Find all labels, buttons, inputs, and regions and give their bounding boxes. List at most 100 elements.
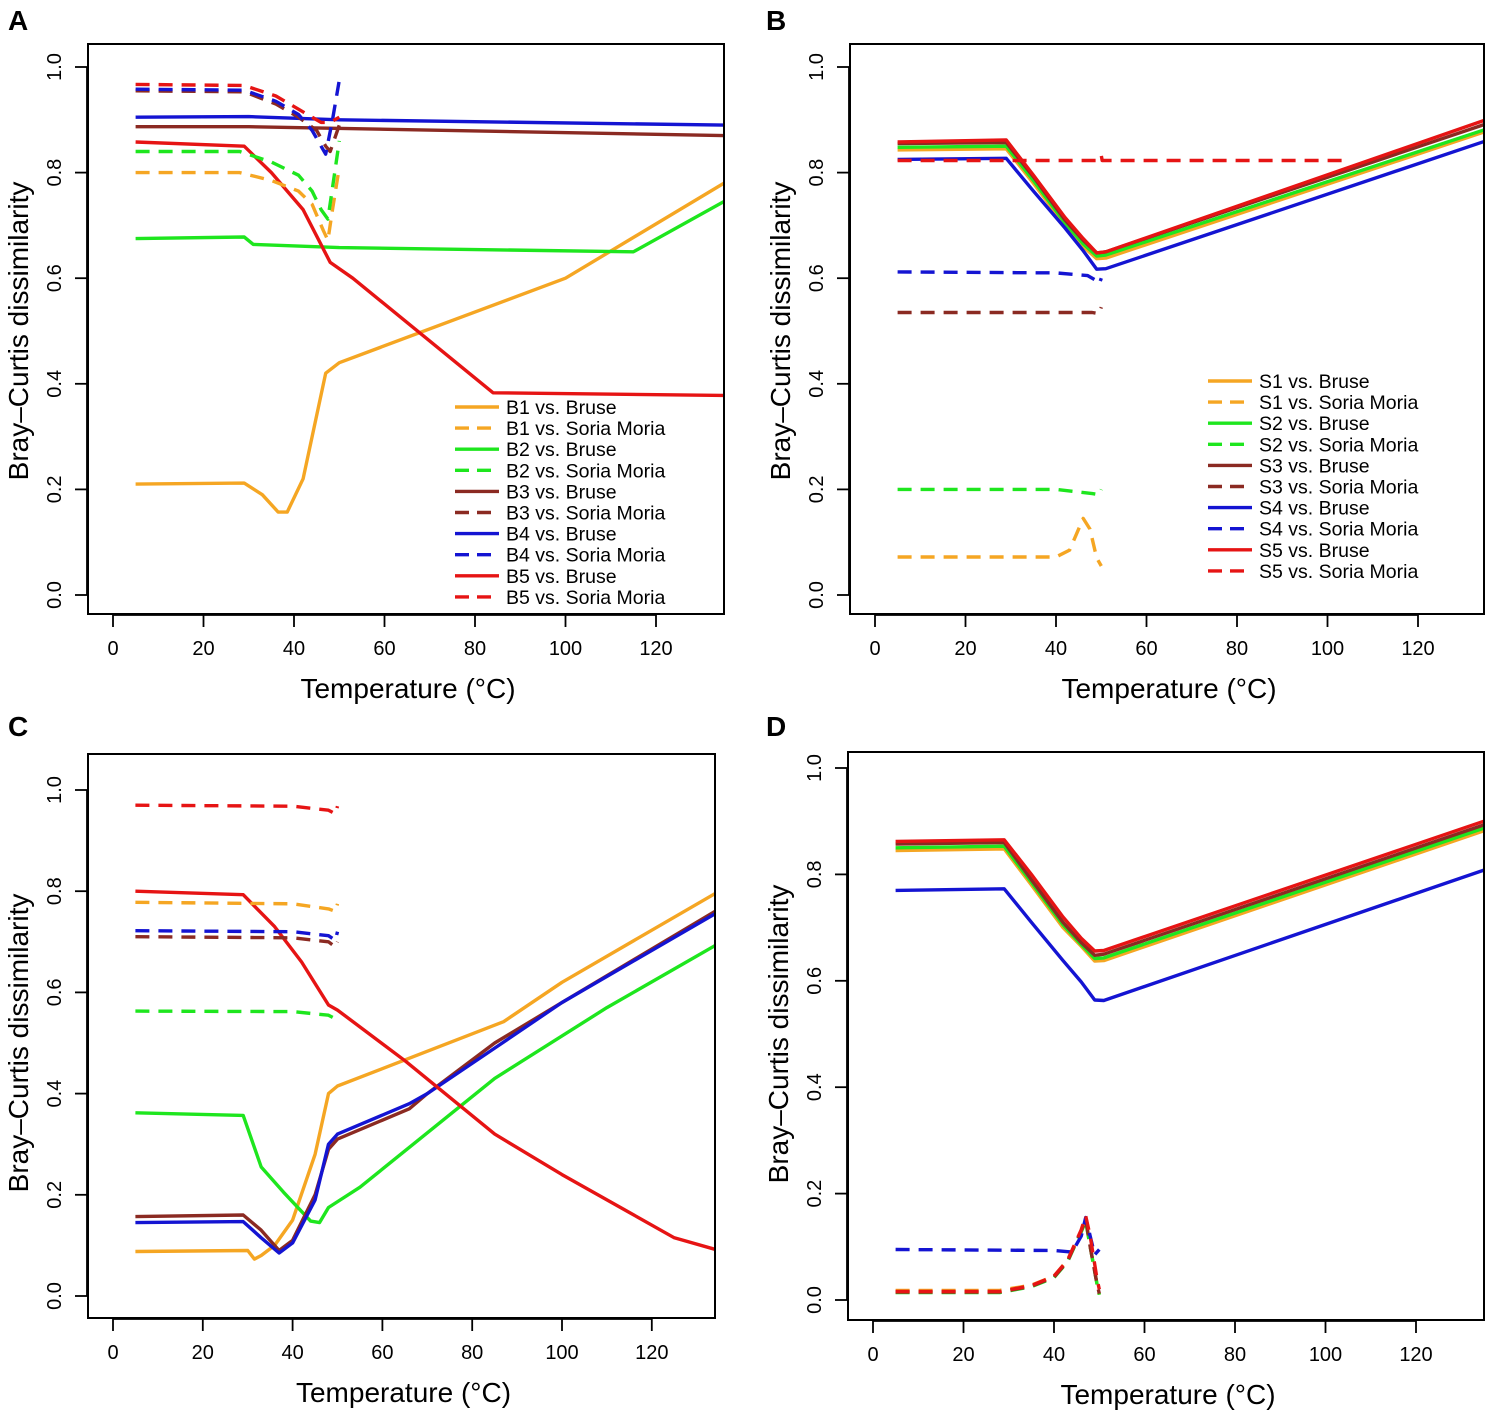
y-tick-label: 0.6	[806, 264, 828, 292]
series-group	[135, 79, 723, 514]
y-axis-label: Bray–Curtis dissimilarity	[3, 182, 34, 481]
panel-letter-d: D	[766, 711, 786, 742]
series-line-b5-vs-bruse	[135, 140, 723, 398]
legend-label: B4 vs. Bruse	[506, 524, 617, 546]
y-tick-label: 0.0	[804, 1286, 826, 1314]
panel-d: D 0 20 40 60 80 100 120 Temperature (°C) 0.0 0.2 0.…	[763, 711, 1485, 1410]
series-line-b2-vs-soria-moria	[135, 140, 341, 221]
plot-frame	[87, 43, 725, 615]
series-line-b5-vs-soria-moria	[135, 803, 340, 816]
x-axis-label: Temperature (°C)	[300, 673, 515, 704]
plot-frame	[847, 751, 1485, 1321]
series-line-s4-vs-soria-moria	[897, 270, 1103, 286]
legend-label: B3 vs. Soria Moria	[506, 503, 665, 525]
panel-letter-b: B	[766, 5, 786, 36]
legend-label: B1 vs. Soria Moria	[506, 418, 665, 440]
legend-label: S3 vs. Bruse	[1259, 455, 1370, 477]
x-tick-label: 20	[192, 638, 214, 660]
series-line-s4-vs-bruse	[897, 140, 1483, 271]
series-line-s1-vs-soria-moria	[897, 516, 1103, 567]
y-tick-label: 0.6	[804, 967, 826, 995]
y-tick-label: 0.6	[44, 264, 66, 292]
y-tick-label: 1.0	[44, 776, 66, 804]
y-tick-label: 0.2	[804, 1180, 826, 1208]
panel-b: B 0 20 40 60 80 100 120 Temperature (°C) 0.0 0.2 0.…	[765, 5, 1485, 704]
y-tick-label: 0.4	[44, 1080, 66, 1108]
legend-label: S5 vs. Bruse	[1259, 540, 1370, 562]
x-tick-label: 0	[869, 638, 880, 660]
y-tick-label: 0.2	[44, 1181, 66, 1209]
series-line-b4-vs-soria-moria	[135, 79, 341, 156]
y-tick-label: 0.0	[44, 581, 66, 609]
legend-label: S4 vs. Bruse	[1259, 498, 1370, 520]
series-line-b1-vs-bruse	[135, 892, 714, 1261]
x-tick-label: 60	[371, 1342, 393, 1364]
series-line-s4-vs-soria-moria	[895, 1215, 1101, 1257]
y-tick-label: 0.8	[806, 159, 828, 187]
series-line-b4-vs-bruse	[135, 114, 723, 127]
x-tick-label: 20	[952, 1344, 974, 1366]
x-tick-label: 60	[373, 638, 395, 660]
y-tick-label: 0.0	[806, 581, 828, 609]
panel-letter-a: A	[8, 5, 28, 36]
x-tick-label: 0	[107, 638, 118, 660]
x-tick-label: 20	[954, 638, 976, 660]
series-line-s5-vs-soria-moria	[895, 1214, 1101, 1294]
series-line-b1-vs-bruse	[135, 181, 723, 514]
legend-label: S5 vs. Soria Moria	[1259, 561, 1418, 583]
x-tick-label: 100	[1311, 638, 1344, 660]
y-tick-label: 0.4	[806, 370, 828, 398]
series-line-b2-vs-soria-moria	[135, 1009, 339, 1021]
x-axis-label: Temperature (°C)	[1060, 1379, 1275, 1410]
x-tick-label: 120	[1399, 1344, 1432, 1366]
x-tick-label: 120	[1401, 638, 1434, 660]
y-tick-label: 0.4	[44, 370, 66, 398]
x-tick-label: 40	[281, 1342, 303, 1364]
y-tick-label: 1.0	[804, 754, 826, 782]
y-axis-label: Bray–Curtis dissimilarity	[3, 894, 34, 1193]
series-group	[897, 119, 1483, 567]
plot-frame	[849, 43, 1485, 615]
series-line-b5-vs-bruse	[135, 889, 714, 1251]
y-tick-label: 0.8	[44, 159, 66, 187]
series-line-s3-vs-soria-moria	[897, 306, 1103, 316]
x-tick-label: 0	[867, 1344, 878, 1366]
x-tick-label: 40	[283, 638, 305, 660]
legend-label: S3 vs. Soria Moria	[1259, 477, 1418, 499]
legend-label: S1 vs. Bruse	[1259, 371, 1370, 393]
series-line-b1-vs-soria-moria	[135, 167, 341, 242]
x-tick-label: 80	[1224, 1344, 1246, 1366]
panel-letter-c: C	[8, 711, 28, 742]
x-tick-label: 20	[192, 1342, 214, 1364]
legend-label: B5 vs. Bruse	[506, 566, 617, 588]
x-tick-label: 80	[464, 638, 486, 660]
series-line-s3-vs-bruse	[895, 823, 1483, 957]
x-tick-label: 80	[1226, 638, 1248, 660]
x-tick-label: 60	[1135, 638, 1157, 660]
series-line-b4-vs-bruse	[135, 912, 714, 1255]
x-tick-label: 120	[635, 1342, 668, 1364]
x-tick-label: 100	[549, 638, 582, 660]
y-axis-label: Bray–Curtis dissimilarity	[765, 182, 796, 481]
x-tick-label: 40	[1045, 638, 1067, 660]
y-tick-label: 0.8	[804, 860, 826, 888]
series-line-b4-vs-soria-moria	[135, 929, 340, 942]
y-tick-label: 1.0	[806, 53, 828, 81]
legend-label: S1 vs. Soria Moria	[1259, 392, 1418, 414]
x-tick-label: 60	[1133, 1344, 1155, 1366]
series-group	[895, 819, 1483, 1296]
series-line-s2-vs-bruse	[895, 826, 1483, 961]
y-tick-label: 0.4	[804, 1073, 826, 1101]
series-line-b1-vs-soria-moria	[135, 900, 340, 914]
x-tick-label: 100	[1309, 1344, 1342, 1366]
plot-frame	[87, 753, 716, 1319]
y-tick-label: 0.0	[44, 1282, 66, 1310]
y-tick-label: 1.0	[44, 53, 66, 81]
x-axis-label: Temperature (°C)	[296, 1377, 511, 1408]
x-tick-label: 100	[545, 1342, 578, 1364]
panel-c: C 0 20 40 60 80 100 120 Temperature (°C) 0.0 0.2 0.…	[3, 711, 716, 1408]
x-axis-label: Temperature (°C)	[1061, 673, 1276, 704]
y-tick-label: 0.8	[44, 877, 66, 905]
series-line-s5-vs-bruse	[897, 119, 1483, 255]
legend-label: B2 vs. Soria Moria	[506, 460, 665, 482]
